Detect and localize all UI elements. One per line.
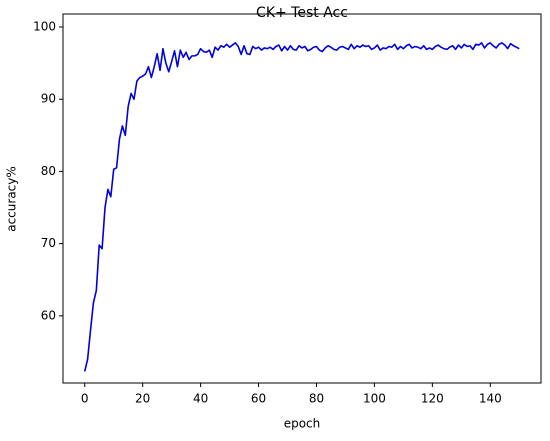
y-axis-label: accuracy%: [5, 166, 19, 232]
chart-title: CK+ Test Acc: [256, 5, 348, 21]
x-tick-label: 140: [479, 392, 502, 406]
y-tick-label: 80: [41, 164, 56, 178]
x-tick-label: 40: [193, 392, 208, 406]
x-tick-label: 0: [81, 392, 89, 406]
x-tick-label: 80: [309, 392, 324, 406]
line: [83, 42, 520, 372]
y-tick-label: 70: [41, 236, 56, 250]
x-tick-label: 100: [363, 392, 386, 406]
x-axis-label: epoch: [284, 417, 321, 431]
plot-frame: [62, 13, 542, 384]
y-tick-label: 100: [33, 19, 56, 33]
x-tick-label: 120: [421, 392, 444, 406]
x-tick-label: 60: [251, 392, 266, 406]
y-tick-label: 60: [41, 308, 56, 322]
y-tick-label: 90: [41, 92, 56, 106]
x-tick-label: 20: [135, 392, 150, 406]
